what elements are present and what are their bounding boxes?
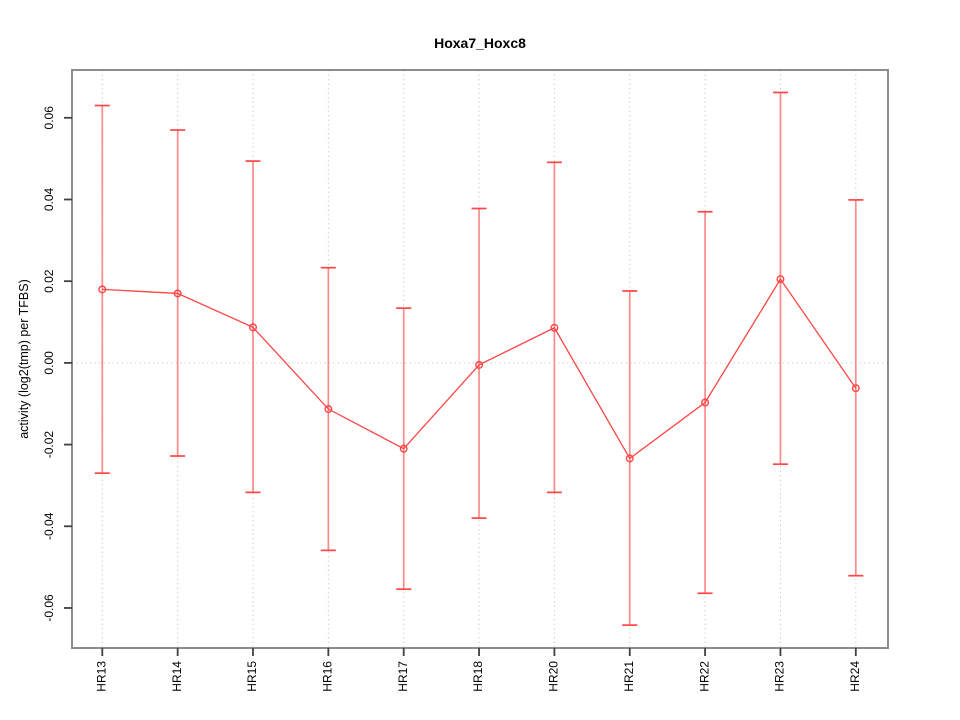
data-point [625, 454, 634, 463]
chart-title: Hoxa7_Hoxc8 [434, 35, 526, 51]
x-tick-label: HR17 [396, 661, 410, 692]
series-line [102, 277, 857, 460]
data-point [399, 444, 408, 453]
x-tick-label: HR16 [321, 661, 335, 692]
x-tick-label: HR18 [471, 661, 485, 692]
data-point [776, 275, 785, 284]
x-tick-label: HR13 [94, 661, 108, 692]
data-point [324, 405, 333, 414]
x-tick-label: HR24 [848, 661, 862, 692]
x-tick-label: HR23 [773, 661, 787, 692]
data-point [173, 289, 182, 298]
y-tick-label: -0.02 [42, 431, 56, 459]
x-tick-label: HR21 [622, 661, 636, 692]
y-tick-label: 0.02 [42, 269, 56, 293]
y-axis-title: activity (log2(tmp) per TFBS) [17, 279, 31, 439]
plot-box [71, 69, 889, 649]
x-tick-label: HR15 [245, 661, 259, 692]
data-point [248, 323, 257, 332]
y-tick-label: -0.04 [42, 512, 56, 540]
x-tick-label: HR20 [547, 661, 561, 692]
y-tick-label: 0.04 [42, 187, 56, 211]
x-tick-label: HR14 [170, 661, 184, 692]
y-tick-label: 0.00 [42, 351, 56, 375]
data-point [98, 285, 107, 294]
data-point [550, 323, 559, 332]
data-point [475, 360, 484, 369]
data-point [851, 384, 860, 393]
x-tick-label: HR22 [697, 661, 711, 692]
y-tick-label: 0.06 [42, 106, 56, 130]
data-point [701, 398, 710, 407]
y-tick-label: -0.06 [42, 594, 56, 622]
